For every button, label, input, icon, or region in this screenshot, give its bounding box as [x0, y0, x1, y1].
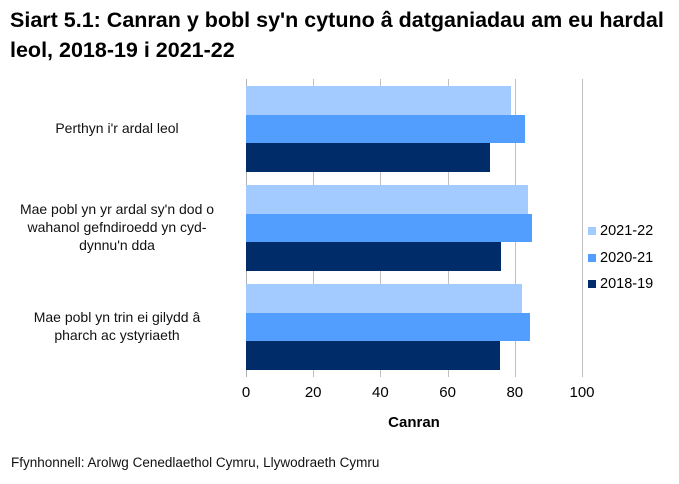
legend-swatch-icon [588, 280, 596, 289]
bar-2021-22 [246, 86, 512, 115]
x-tick-label: 100 [569, 384, 595, 401]
category-label: Mae pobl yn trin ei gilydd â pharch ac ys… [33, 309, 201, 343]
bar-2020-21 [246, 312, 530, 341]
bar-2018-19 [246, 143, 490, 172]
legend: 2021-22 2020-21 2018-19 [588, 218, 653, 298]
x-tick-label: 40 [372, 384, 389, 401]
category-label: Mae pobl yn yr ardal sy'n dod o wahanol g… [19, 201, 215, 253]
category-label: Perthyn i'r ardal leol [55, 120, 179, 136]
legend-item: 2021-22 [588, 218, 653, 245]
bar-2021-22 [246, 185, 529, 214]
bar-2021-22 [246, 284, 522, 313]
plot-area [246, 79, 583, 377]
legend-swatch-icon [588, 227, 596, 236]
x-tick-label: 80 [506, 384, 524, 401]
legend-label: 2021-22 [600, 223, 654, 240]
x-tick-label: 20 [304, 384, 322, 401]
source-note: Ffynhonnell: Arolwg Cenedlaethol Cymru, … [11, 455, 380, 470]
legend-swatch-icon [588, 253, 596, 262]
x-tick-label: 0 [241, 384, 251, 401]
x-axis-label: Canran [388, 414, 440, 431]
legend-label: 2018-19 [600, 276, 654, 293]
chart-title: Siart 5.1: Canran y bobl sy'n cytuno â d… [10, 8, 664, 62]
legend-item: 2020-21 [588, 245, 653, 272]
legend-label: 2020-21 [600, 249, 654, 266]
bar-2020-21 [246, 114, 525, 143]
bar-2020-21 [246, 213, 532, 242]
bar-2018-19 [246, 341, 500, 370]
gridline [582, 79, 583, 377]
legend-item: 2018-19 [588, 271, 653, 298]
bar-2018-19 [246, 242, 502, 271]
x-tick-label: 60 [439, 384, 456, 401]
